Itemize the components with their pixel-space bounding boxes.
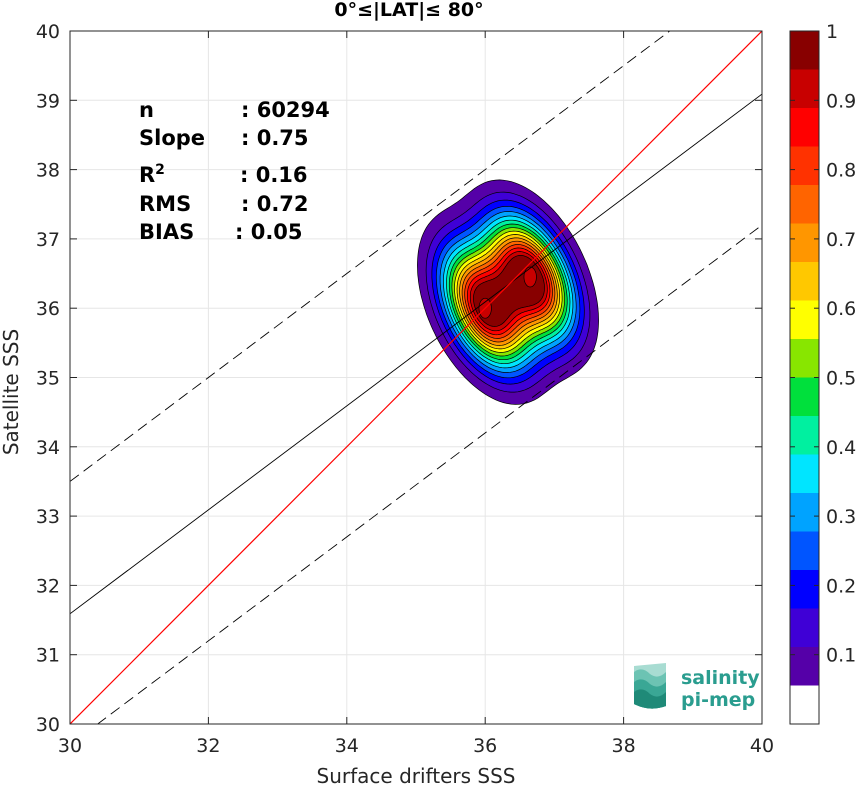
stat-superscript: 2 xyxy=(155,162,165,178)
colorbar: 0.1 0.2 0.3 0.4 0.5 0.6 0.7 0.8 0.9 1 xyxy=(789,21,856,725)
colorbar-tick-label: 0.8 xyxy=(826,160,856,182)
colorbar-swatch xyxy=(790,570,819,609)
y-axis-label: Satellite SSS xyxy=(0,329,23,455)
colorbar-swatch xyxy=(790,69,819,108)
grid xyxy=(69,30,763,725)
x-tick-label: 32 xyxy=(196,735,220,757)
colorbar-swatch xyxy=(790,608,819,647)
y-tick-label: 38 xyxy=(36,160,60,182)
colorbar-swatch xyxy=(790,454,819,493)
colorbar-tick-label: 0.2 xyxy=(826,575,856,597)
y-tick-label: 35 xyxy=(36,368,60,390)
colorbar-swatch xyxy=(790,31,819,70)
y-tick-label: 34 xyxy=(36,437,60,459)
colorbar-swatch xyxy=(790,300,819,339)
x-tick-label: 38 xyxy=(612,735,636,757)
colorbar-swatch xyxy=(790,146,819,185)
colorbar-swatch xyxy=(790,647,819,686)
y-tick-label: 30 xyxy=(36,714,60,736)
regression-line xyxy=(70,93,762,615)
x-tick-label: 30 xyxy=(58,735,82,757)
x-tick-label: 36 xyxy=(473,735,497,757)
colorbar-tick-label: 0.5 xyxy=(826,368,856,390)
wave-logo-icon xyxy=(634,663,666,709)
lower-bound-line xyxy=(96,224,762,724)
colorbar-swatch xyxy=(790,493,819,532)
identity-line xyxy=(70,31,762,724)
colorbar-tick-label: 0.7 xyxy=(826,229,856,251)
y-tick-label: 33 xyxy=(36,506,60,528)
x-axis-ticks: 30 32 34 36 38 40 xyxy=(58,31,774,757)
colorbar-swatch xyxy=(790,185,819,224)
logo-text-pimep: pi-mep xyxy=(681,689,755,711)
x-axis-label: Surface drifters SSS xyxy=(317,764,516,786)
density-peak xyxy=(523,266,537,288)
chart-title: 0°≤|LAT|≤ 80° xyxy=(334,0,483,21)
colorbar-tick-label: 1 xyxy=(826,21,838,43)
stat-value: : 0.75 xyxy=(241,126,309,150)
colorbar-tick-label: 0.9 xyxy=(826,90,856,112)
colorbar-swatch xyxy=(790,223,819,262)
x-tick-label: 34 xyxy=(335,735,359,757)
colorbar-swatch xyxy=(790,262,819,301)
colorbar-swatch xyxy=(790,339,819,378)
reference-lines xyxy=(70,31,762,724)
upper-bound-line xyxy=(70,31,671,482)
stat-label: n xyxy=(139,98,154,122)
y-tick-label: 40 xyxy=(36,21,60,43)
y-tick-label: 31 xyxy=(36,645,60,667)
y-tick-label: 36 xyxy=(36,298,60,320)
colorbar-swatch xyxy=(790,416,819,455)
colorbar-tick-label: 0.1 xyxy=(826,645,856,667)
y-tick-label: 37 xyxy=(36,229,60,251)
stat-value: : 0.72 xyxy=(241,192,309,216)
colorbar-swatch xyxy=(790,685,819,724)
salinity-pimep-logo: salinity pi-mep xyxy=(634,663,760,711)
stat-value: : 60294 xyxy=(241,98,330,122)
colorbar-swatch xyxy=(790,531,819,570)
colorbar-swatch xyxy=(790,377,819,416)
stat-value: : 0.05 xyxy=(235,220,303,244)
x-tick-label: 40 xyxy=(750,735,774,757)
y-tick-label: 39 xyxy=(36,90,60,112)
stat-label: Slope xyxy=(139,126,205,150)
stat-label: RMS xyxy=(139,192,191,216)
colorbar-tick-label: 0.4 xyxy=(826,437,856,459)
stat-label: BIAS xyxy=(139,220,194,244)
y-tick-label: 32 xyxy=(36,575,60,597)
colorbar-tick-label: 0.3 xyxy=(826,506,856,528)
colorbar-tick-label: 0.6 xyxy=(826,298,856,320)
logo-text-salinity: salinity xyxy=(681,667,760,689)
stat-value: : 0.16 xyxy=(240,163,308,187)
colorbar-swatch xyxy=(790,108,819,147)
y-axis-ticks: 30 31 32 33 34 35 36 37 38 39 40 xyxy=(36,21,762,736)
